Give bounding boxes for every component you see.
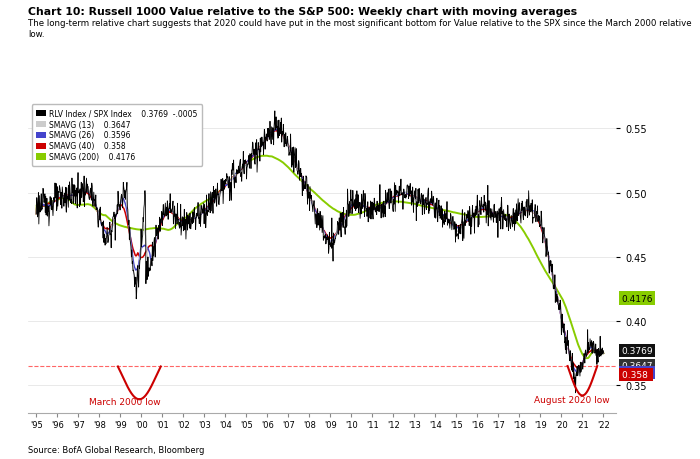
Text: 0.3647: 0.3647 bbox=[622, 362, 653, 371]
Text: 0.3596: 0.3596 bbox=[622, 368, 653, 377]
Text: 0.358: 0.358 bbox=[622, 370, 650, 379]
Legend: RLV Index / SPX Index    0.3769  -.0005, SMAVG (13)    0.3647, SMAVG (26)    0.3: RLV Index / SPX Index 0.3769 -.0005, SMA… bbox=[32, 105, 202, 167]
Text: August 2020 low: August 2020 low bbox=[534, 395, 610, 404]
Text: Source: BofA Global Research, Bloomberg: Source: BofA Global Research, Bloomberg bbox=[28, 445, 204, 454]
Text: Chart 10: Russell 1000 Value relative to the S&P 500: Weekly chart with moving a: Chart 10: Russell 1000 Value relative to… bbox=[28, 7, 577, 17]
Text: The long-term relative chart suggests that 2020 could have put in the most signi: The long-term relative chart suggests th… bbox=[28, 19, 692, 39]
Text: 0.3769: 0.3769 bbox=[622, 346, 653, 355]
Text: 0.4176: 0.4176 bbox=[622, 294, 653, 303]
Text: March 2000 low: March 2000 low bbox=[89, 397, 160, 407]
